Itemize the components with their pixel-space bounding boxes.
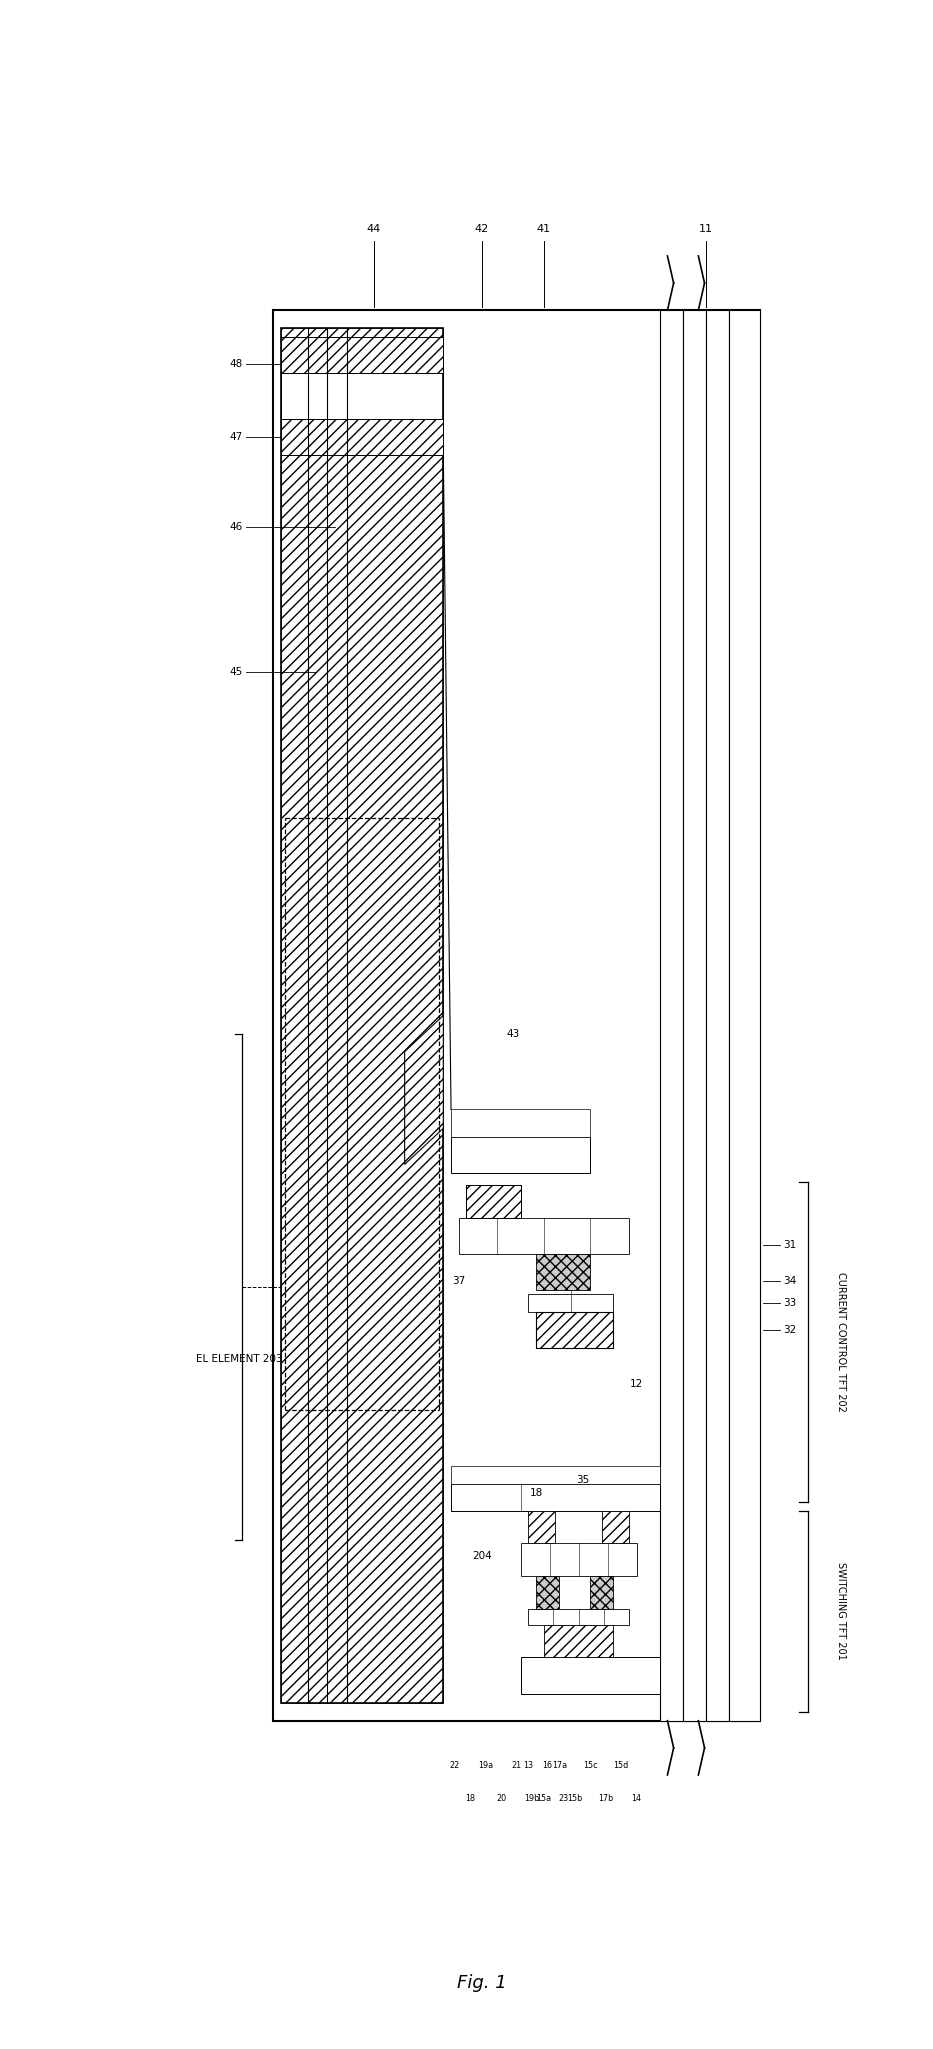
Bar bbox=[347, 328, 443, 1703]
Text: Fig. 1: Fig. 1 bbox=[457, 1973, 507, 1992]
Bar bbox=[327, 328, 347, 1703]
Text: 18: 18 bbox=[466, 1795, 476, 1803]
Bar bbox=[281, 373, 443, 418]
Text: 31: 31 bbox=[784, 1240, 797, 1250]
Bar bbox=[466, 1186, 521, 1217]
Bar bbox=[281, 328, 443, 1703]
Bar bbox=[528, 1295, 613, 1311]
Text: 13: 13 bbox=[523, 1762, 534, 1770]
Bar bbox=[536, 1311, 613, 1348]
Text: CURRENT CONTROL TFT 202: CURRENT CONTROL TFT 202 bbox=[836, 1272, 846, 1412]
Text: 44: 44 bbox=[367, 223, 381, 234]
Text: 23: 23 bbox=[558, 1795, 568, 1803]
Text: EL ELEMENT 203: EL ELEMENT 203 bbox=[196, 1354, 283, 1365]
Text: 35: 35 bbox=[576, 1475, 589, 1486]
Bar bbox=[451, 1109, 591, 1137]
Bar bbox=[273, 309, 760, 1721]
Text: 19a: 19a bbox=[479, 1762, 494, 1770]
Text: 12: 12 bbox=[630, 1379, 643, 1389]
Text: 32: 32 bbox=[784, 1326, 797, 1336]
Text: 14: 14 bbox=[632, 1795, 642, 1803]
Bar bbox=[536, 1311, 613, 1348]
Polygon shape bbox=[405, 1016, 443, 1164]
Bar bbox=[544, 1625, 613, 1658]
Text: 45: 45 bbox=[230, 666, 243, 676]
Bar bbox=[660, 309, 683, 1721]
Text: 35: 35 bbox=[467, 1231, 480, 1242]
Text: 18: 18 bbox=[529, 1488, 543, 1498]
Text: 19b: 19b bbox=[524, 1795, 540, 1803]
Text: 15a: 15a bbox=[536, 1795, 551, 1803]
Text: 33: 33 bbox=[784, 1297, 797, 1307]
Bar bbox=[528, 1608, 629, 1625]
Bar bbox=[706, 309, 730, 1721]
Bar bbox=[451, 1465, 660, 1483]
Text: 15b: 15b bbox=[567, 1795, 582, 1803]
Bar bbox=[281, 418, 443, 455]
Text: 42: 42 bbox=[475, 223, 489, 234]
Bar bbox=[528, 1510, 555, 1543]
Bar bbox=[591, 1576, 613, 1608]
Bar bbox=[602, 1510, 629, 1543]
Text: 16: 16 bbox=[543, 1762, 552, 1770]
Bar bbox=[466, 1186, 521, 1217]
Bar bbox=[281, 338, 443, 373]
Bar bbox=[521, 1658, 660, 1695]
Bar bbox=[451, 1137, 591, 1172]
Bar bbox=[451, 1483, 660, 1510]
Text: 34: 34 bbox=[784, 1277, 797, 1287]
Text: 15c: 15c bbox=[583, 1762, 597, 1770]
Text: 204: 204 bbox=[472, 1551, 492, 1561]
Text: 41: 41 bbox=[536, 223, 550, 234]
Bar bbox=[536, 1254, 591, 1291]
Bar bbox=[281, 328, 308, 1703]
Text: 43: 43 bbox=[507, 1029, 520, 1039]
Bar bbox=[521, 1543, 636, 1576]
Text: 22: 22 bbox=[450, 1762, 460, 1770]
Bar bbox=[730, 309, 760, 1721]
Bar bbox=[683, 309, 706, 1721]
Bar bbox=[459, 1217, 629, 1254]
Text: 37: 37 bbox=[453, 1277, 466, 1287]
Text: 48: 48 bbox=[230, 359, 243, 369]
Bar bbox=[536, 1576, 559, 1608]
Bar bbox=[308, 328, 327, 1703]
Text: 17b: 17b bbox=[598, 1795, 613, 1803]
Text: 21: 21 bbox=[511, 1762, 522, 1770]
Text: 36: 36 bbox=[483, 1195, 496, 1205]
Text: 20: 20 bbox=[496, 1795, 507, 1803]
Text: 47: 47 bbox=[230, 432, 243, 443]
Text: 17a: 17a bbox=[551, 1762, 567, 1770]
Text: SWITCHING TFT 201: SWITCHING TFT 201 bbox=[836, 1563, 846, 1660]
Text: 46: 46 bbox=[230, 522, 243, 533]
Text: 11: 11 bbox=[699, 223, 713, 234]
Text: 15d: 15d bbox=[614, 1762, 629, 1770]
